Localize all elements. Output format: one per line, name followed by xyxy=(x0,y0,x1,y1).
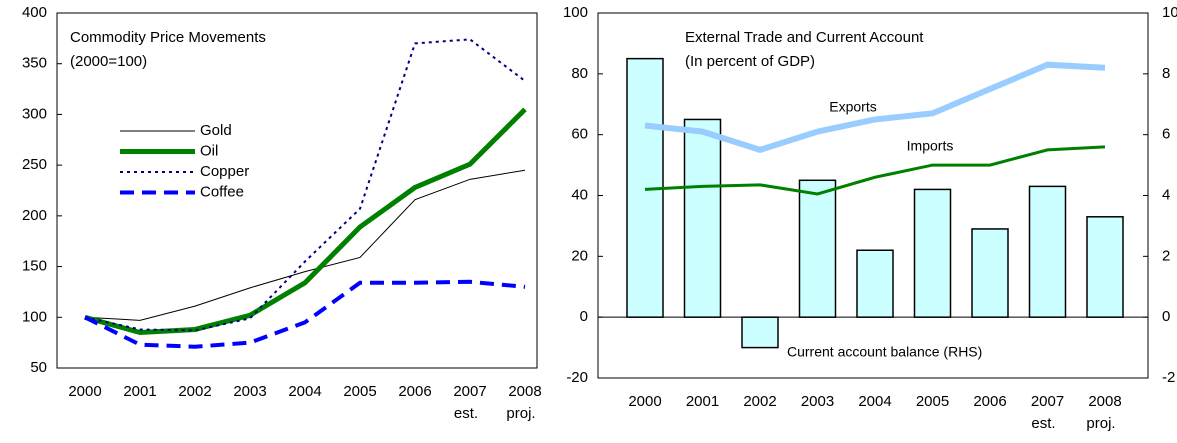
series-line xyxy=(84,38,526,332)
legend-label: Gold xyxy=(200,122,232,139)
x-tick-label: 2007 xyxy=(453,383,486,400)
y-tick-label: 20 xyxy=(571,247,588,264)
x-tick-label: 2004 xyxy=(288,383,321,400)
x-tick-label: 2003 xyxy=(233,383,266,400)
y2-tick-label: 4 xyxy=(1162,186,1170,203)
series-line xyxy=(84,279,526,349)
y2-tick-label: 6 xyxy=(1162,126,1170,143)
x-tick-label: 2005 xyxy=(343,383,376,400)
y2-tick-label: 0 xyxy=(1162,308,1170,325)
bar xyxy=(683,118,722,318)
y-tick-label: -20 xyxy=(566,369,588,386)
chart-title: External Trade and Current Account xyxy=(685,29,924,46)
y2-tick-label: -2 xyxy=(1162,369,1175,386)
series-line xyxy=(644,61,1106,154)
y-tick-label: 50 xyxy=(30,359,47,376)
y2-tick-label: 10 xyxy=(1162,4,1177,21)
x-tick-label: 2005 xyxy=(916,393,949,410)
series-line xyxy=(84,107,527,336)
series-line xyxy=(84,169,526,321)
y-tick-label: 400 xyxy=(22,4,47,21)
y-tick-label: 0 xyxy=(580,308,588,325)
chart-subtitle: (In percent of GDP) xyxy=(685,53,815,70)
series-label: Current account balance (RHS) xyxy=(787,344,982,360)
y2-tick-label: 8 xyxy=(1162,65,1170,82)
bar xyxy=(798,179,837,318)
plot-frame xyxy=(56,12,538,369)
bar xyxy=(1086,216,1124,318)
y-tick-label: 60 xyxy=(571,126,588,143)
y-tick-label: 300 xyxy=(22,105,47,122)
y-tick-label: 250 xyxy=(22,156,47,173)
chart-subtitle: (2000=100) xyxy=(70,53,147,70)
bar xyxy=(741,316,779,349)
x-tick-label: 2002 xyxy=(178,383,211,400)
x-tick-label: 2007 xyxy=(1031,393,1064,410)
legend-label: Copper xyxy=(200,163,249,180)
x-tick-label: 2000 xyxy=(628,393,661,410)
bar xyxy=(913,188,952,318)
x-tick-label: 2003 xyxy=(801,393,834,410)
legend-label: Oil xyxy=(200,142,218,159)
x-tick-label: 2004 xyxy=(858,393,891,410)
x-tick-label: 2006 xyxy=(973,393,1006,410)
x-tick-label: 2008 xyxy=(508,383,541,400)
y-tick-label: 40 xyxy=(571,186,588,203)
y-tick-label: 200 xyxy=(22,207,47,224)
series-line xyxy=(644,145,1106,196)
series-label: Imports xyxy=(907,138,954,154)
y-tick-label: 350 xyxy=(22,55,47,72)
chart-title: Commodity Price Movements xyxy=(70,29,266,46)
bar xyxy=(971,228,1009,318)
y-tick-label: 100 xyxy=(22,308,47,325)
legend-label: Coffee xyxy=(200,183,244,200)
bar xyxy=(1028,185,1067,318)
x-tick-label: 2000 xyxy=(68,383,101,400)
x-tick-label: 2001 xyxy=(123,383,156,400)
x-tick-note: est. xyxy=(454,405,478,422)
y-tick-label: 80 xyxy=(571,65,588,82)
y-tick-label: 100 xyxy=(563,4,588,21)
x-tick-note: est. xyxy=(1031,415,1055,432)
bar xyxy=(856,249,894,318)
x-tick-label: 2006 xyxy=(398,383,431,400)
y2-tick-label: 2 xyxy=(1162,247,1170,264)
y-tick-label: 150 xyxy=(22,258,47,275)
x-tick-note: proj. xyxy=(506,405,535,422)
series-label: Exports xyxy=(829,99,876,115)
x-tick-label: 2008 xyxy=(1088,393,1121,410)
x-tick-label: 2001 xyxy=(686,393,719,410)
x-tick-label: 2002 xyxy=(743,393,776,410)
x-tick-note: proj. xyxy=(1086,415,1115,432)
